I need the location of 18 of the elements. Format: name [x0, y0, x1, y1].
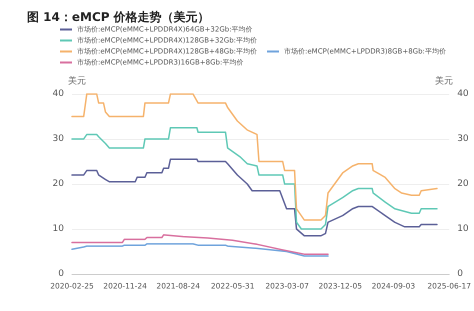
line-series — [71, 243, 329, 257]
y-tick-label: 10 — [52, 224, 64, 234]
y2-tick-label: 10 — [457, 224, 469, 234]
y2-tick-label: 30 — [457, 134, 469, 144]
y2-tick-label: 0 — [457, 269, 464, 279]
line-series — [71, 234, 329, 255]
y-tick-label: 0 — [58, 269, 64, 279]
line-series — [71, 158, 438, 236]
line-series — [71, 93, 438, 221]
y-tick-label: 40 — [52, 89, 64, 99]
y2-axis-title: 美元 — [435, 76, 454, 86]
chart-title: 图 14：eMCP 价格走势（美元） — [27, 10, 210, 24]
y-axis-title: 美元 — [68, 76, 86, 86]
y-tick-label: 30 — [52, 134, 64, 144]
line-series — [71, 127, 438, 230]
y2-tick-label: 40 — [457, 89, 469, 99]
y-tick-label: 20 — [52, 179, 64, 189]
y2-tick-label: 20 — [457, 179, 469, 189]
